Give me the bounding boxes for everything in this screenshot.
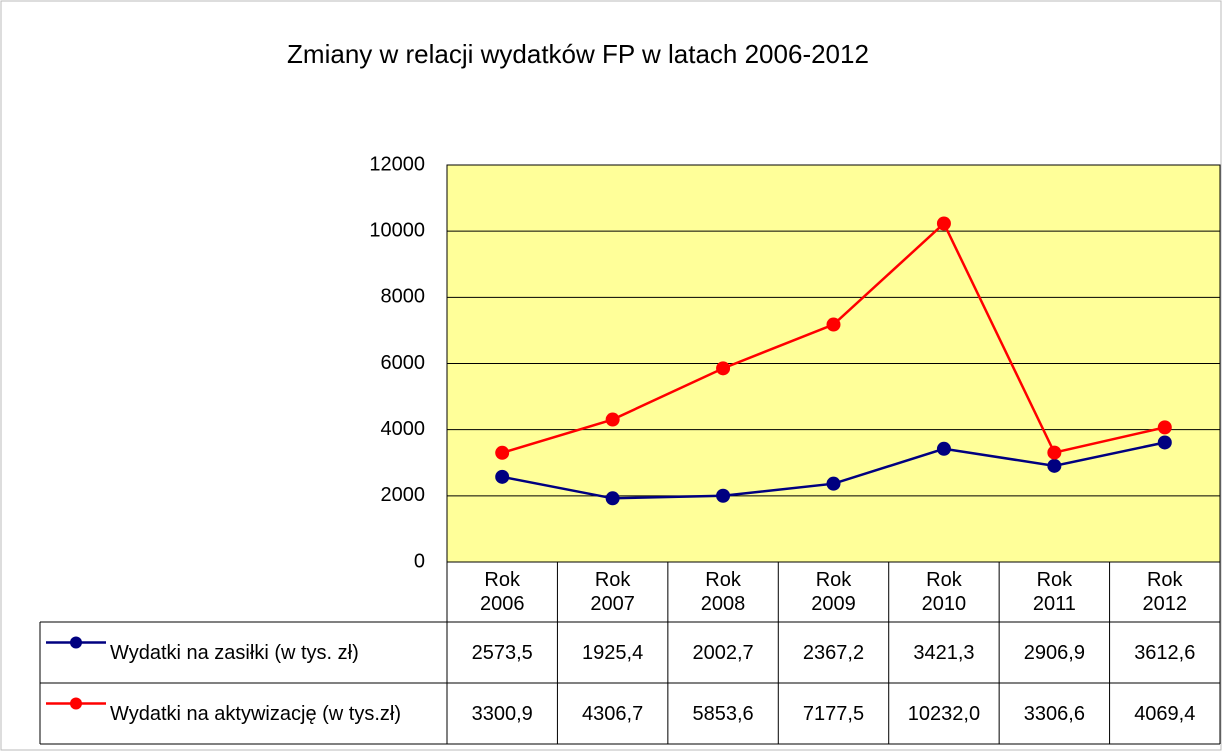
legend-label-box: Wydatki na aktywizację (w tys.zł) (110, 702, 401, 725)
data-label: 1925,4 (582, 641, 644, 664)
data-label-box: 10232,0 (907, 702, 981, 725)
x-tick-label: Rok 2008 (700, 569, 746, 615)
x-tick-label-box: Rok 2010 (921, 569, 967, 615)
x-tick-label-box: Rok 2006 (479, 569, 525, 615)
legend-label-box: Wydatki na zasiłki (w tys. zł) (110, 641, 359, 664)
legend-label: Wydatki na zasiłki (w tys. zł) (110, 641, 359, 664)
data-label: 3306,6 (1023, 702, 1085, 725)
x-tick-label-box: Rok 2012 (1142, 569, 1188, 615)
data-point (1047, 445, 1062, 460)
data-label: 4069,4 (1134, 702, 1196, 725)
data-point (495, 445, 510, 460)
y-tick-label: 2000 (381, 484, 426, 506)
data-label-box: 3612,6 (1134, 641, 1196, 664)
data-label-box: 3421,3 (913, 641, 975, 664)
data-label: 2002,7 (692, 641, 754, 664)
data-point (605, 491, 620, 506)
data-label: 2367,2 (802, 641, 865, 664)
data-label: 3300,9 (471, 702, 533, 725)
x-tick-label-box: Rok 2009 (811, 569, 856, 615)
data-point (605, 412, 620, 427)
x-tick-label: Rok 2009 (811, 569, 856, 615)
y-tick-label: 0 (414, 550, 425, 572)
data-label: 4306,7 (582, 702, 644, 725)
data-label-box: 4069,4 (1134, 702, 1196, 725)
x-tick-label: Rok 2012 (1142, 569, 1188, 615)
data-label: 3612,6 (1134, 641, 1196, 664)
data-point (716, 488, 731, 503)
data-label: 2906,9 (1023, 641, 1085, 664)
data-label: 5853,6 (692, 702, 754, 725)
data-point (716, 361, 731, 376)
data-point (936, 216, 951, 231)
x-tick-label-box: Rok 2008 (700, 569, 746, 615)
chart-title: Zmiany w relacji wydatków FP w latach 20… (287, 39, 869, 69)
y-tick-label: 12000 (369, 153, 425, 175)
data-label-box: 2906,9 (1023, 641, 1085, 664)
data-point (826, 476, 841, 491)
data-point (936, 441, 951, 456)
data-point (1047, 458, 1062, 473)
x-tick-label: Rok 2006 (479, 569, 525, 615)
x-tick-label-box: Rok 2011 (1032, 569, 1076, 615)
y-tick-label: 10000 (369, 219, 425, 241)
data-label-box: 2573,5 (471, 641, 533, 664)
y-tick-label: 4000 (381, 418, 426, 440)
data-label-box: 5853,6 (692, 702, 754, 725)
data-label: 3421,3 (913, 641, 975, 664)
data-label-box: 3306,6 (1023, 702, 1085, 725)
data-label: 10232,0 (907, 702, 981, 725)
data-label-box: 3300,9 (471, 702, 533, 725)
y-tick-label: 6000 (381, 352, 426, 374)
data-label: 2573,5 (471, 641, 533, 664)
data-label: 7177,5 (802, 702, 865, 725)
legend-label: Wydatki na aktywizację (w tys.zł) (110, 702, 401, 725)
x-tick-label: Rok 2011 (1032, 569, 1076, 615)
x-tick-label: Rok 2007 (590, 569, 635, 615)
x-tick-label-box: Rok 2007 (590, 569, 635, 615)
x-tick-label: Rok 2010 (921, 569, 967, 615)
data-label-box: 4306,7 (582, 702, 644, 725)
data-point (826, 317, 841, 332)
data-label-box: 2002,7 (692, 641, 754, 664)
data-point (495, 469, 510, 484)
data-label-box: 1925,4 (582, 641, 644, 664)
data-point (1157, 435, 1172, 450)
legend-marker (70, 697, 82, 710)
data-point (1157, 420, 1172, 435)
data-label-box: 2367,2 (802, 641, 865, 664)
y-tick-label: 8000 (381, 286, 426, 308)
data-label-box: 7177,5 (802, 702, 865, 725)
legend-marker (70, 636, 82, 649)
